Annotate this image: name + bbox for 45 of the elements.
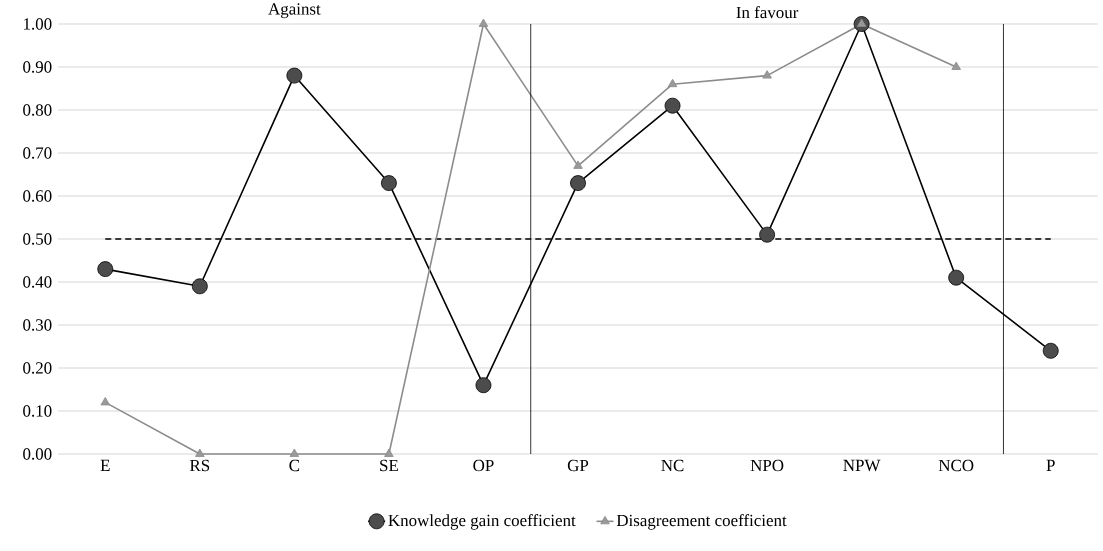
x-tick-label: GP [567, 459, 589, 472]
y-tick-label: 0.00 [23, 448, 52, 460]
x-tick-label: OP [473, 459, 494, 472]
point [667, 78, 678, 88]
y-tick-label: 0.80 [23, 104, 52, 116]
y-tick-label: 0.10 [23, 405, 52, 417]
point [381, 175, 397, 191]
point [664, 97, 681, 114]
x-tick-label: C [289, 459, 300, 472]
point [1042, 342, 1059, 359]
x-tick-label: NPW [843, 459, 881, 472]
y-tick-label: 0.90 [23, 61, 52, 73]
y-tick-label: 0.20 [23, 362, 52, 374]
legend-label: Knowledge gain coefficient [388, 514, 576, 530]
x-tick-label: E [100, 459, 110, 471]
point [759, 226, 775, 243]
y-tick-label: 0.50 [23, 233, 52, 245]
y-tick-label: 0.70 [23, 147, 52, 159]
point [289, 448, 300, 457]
point [478, 18, 489, 27]
x-tick-label: P [1046, 459, 1055, 471]
point [475, 377, 492, 394]
x-tick-label: NCO [938, 459, 974, 472]
x-tick-label: RS [189, 459, 210, 472]
point [286, 67, 303, 84]
y-tick-label: 0.60 [23, 190, 52, 202]
point [384, 448, 394, 457]
point [97, 261, 114, 277]
point [570, 175, 586, 191]
legend-label: Disagreement coefficient [616, 514, 787, 530]
point [762, 70, 772, 79]
point [573, 160, 583, 169]
x-tick-label: NPO [750, 459, 784, 472]
text: Against [268, 3, 321, 19]
point [191, 278, 208, 295]
y-tick-label: 1.00 [24, 18, 52, 30]
point [195, 448, 205, 457]
point [951, 61, 961, 70]
y-tick-label: 0.30 [23, 319, 52, 331]
y-tick-label: 0.40 [23, 276, 52, 288]
point [100, 397, 110, 406]
x-tick-label: NC [661, 459, 684, 472]
x-tick-label: SE [380, 459, 398, 472]
text: In favour [736, 6, 799, 19]
point [948, 269, 965, 286]
